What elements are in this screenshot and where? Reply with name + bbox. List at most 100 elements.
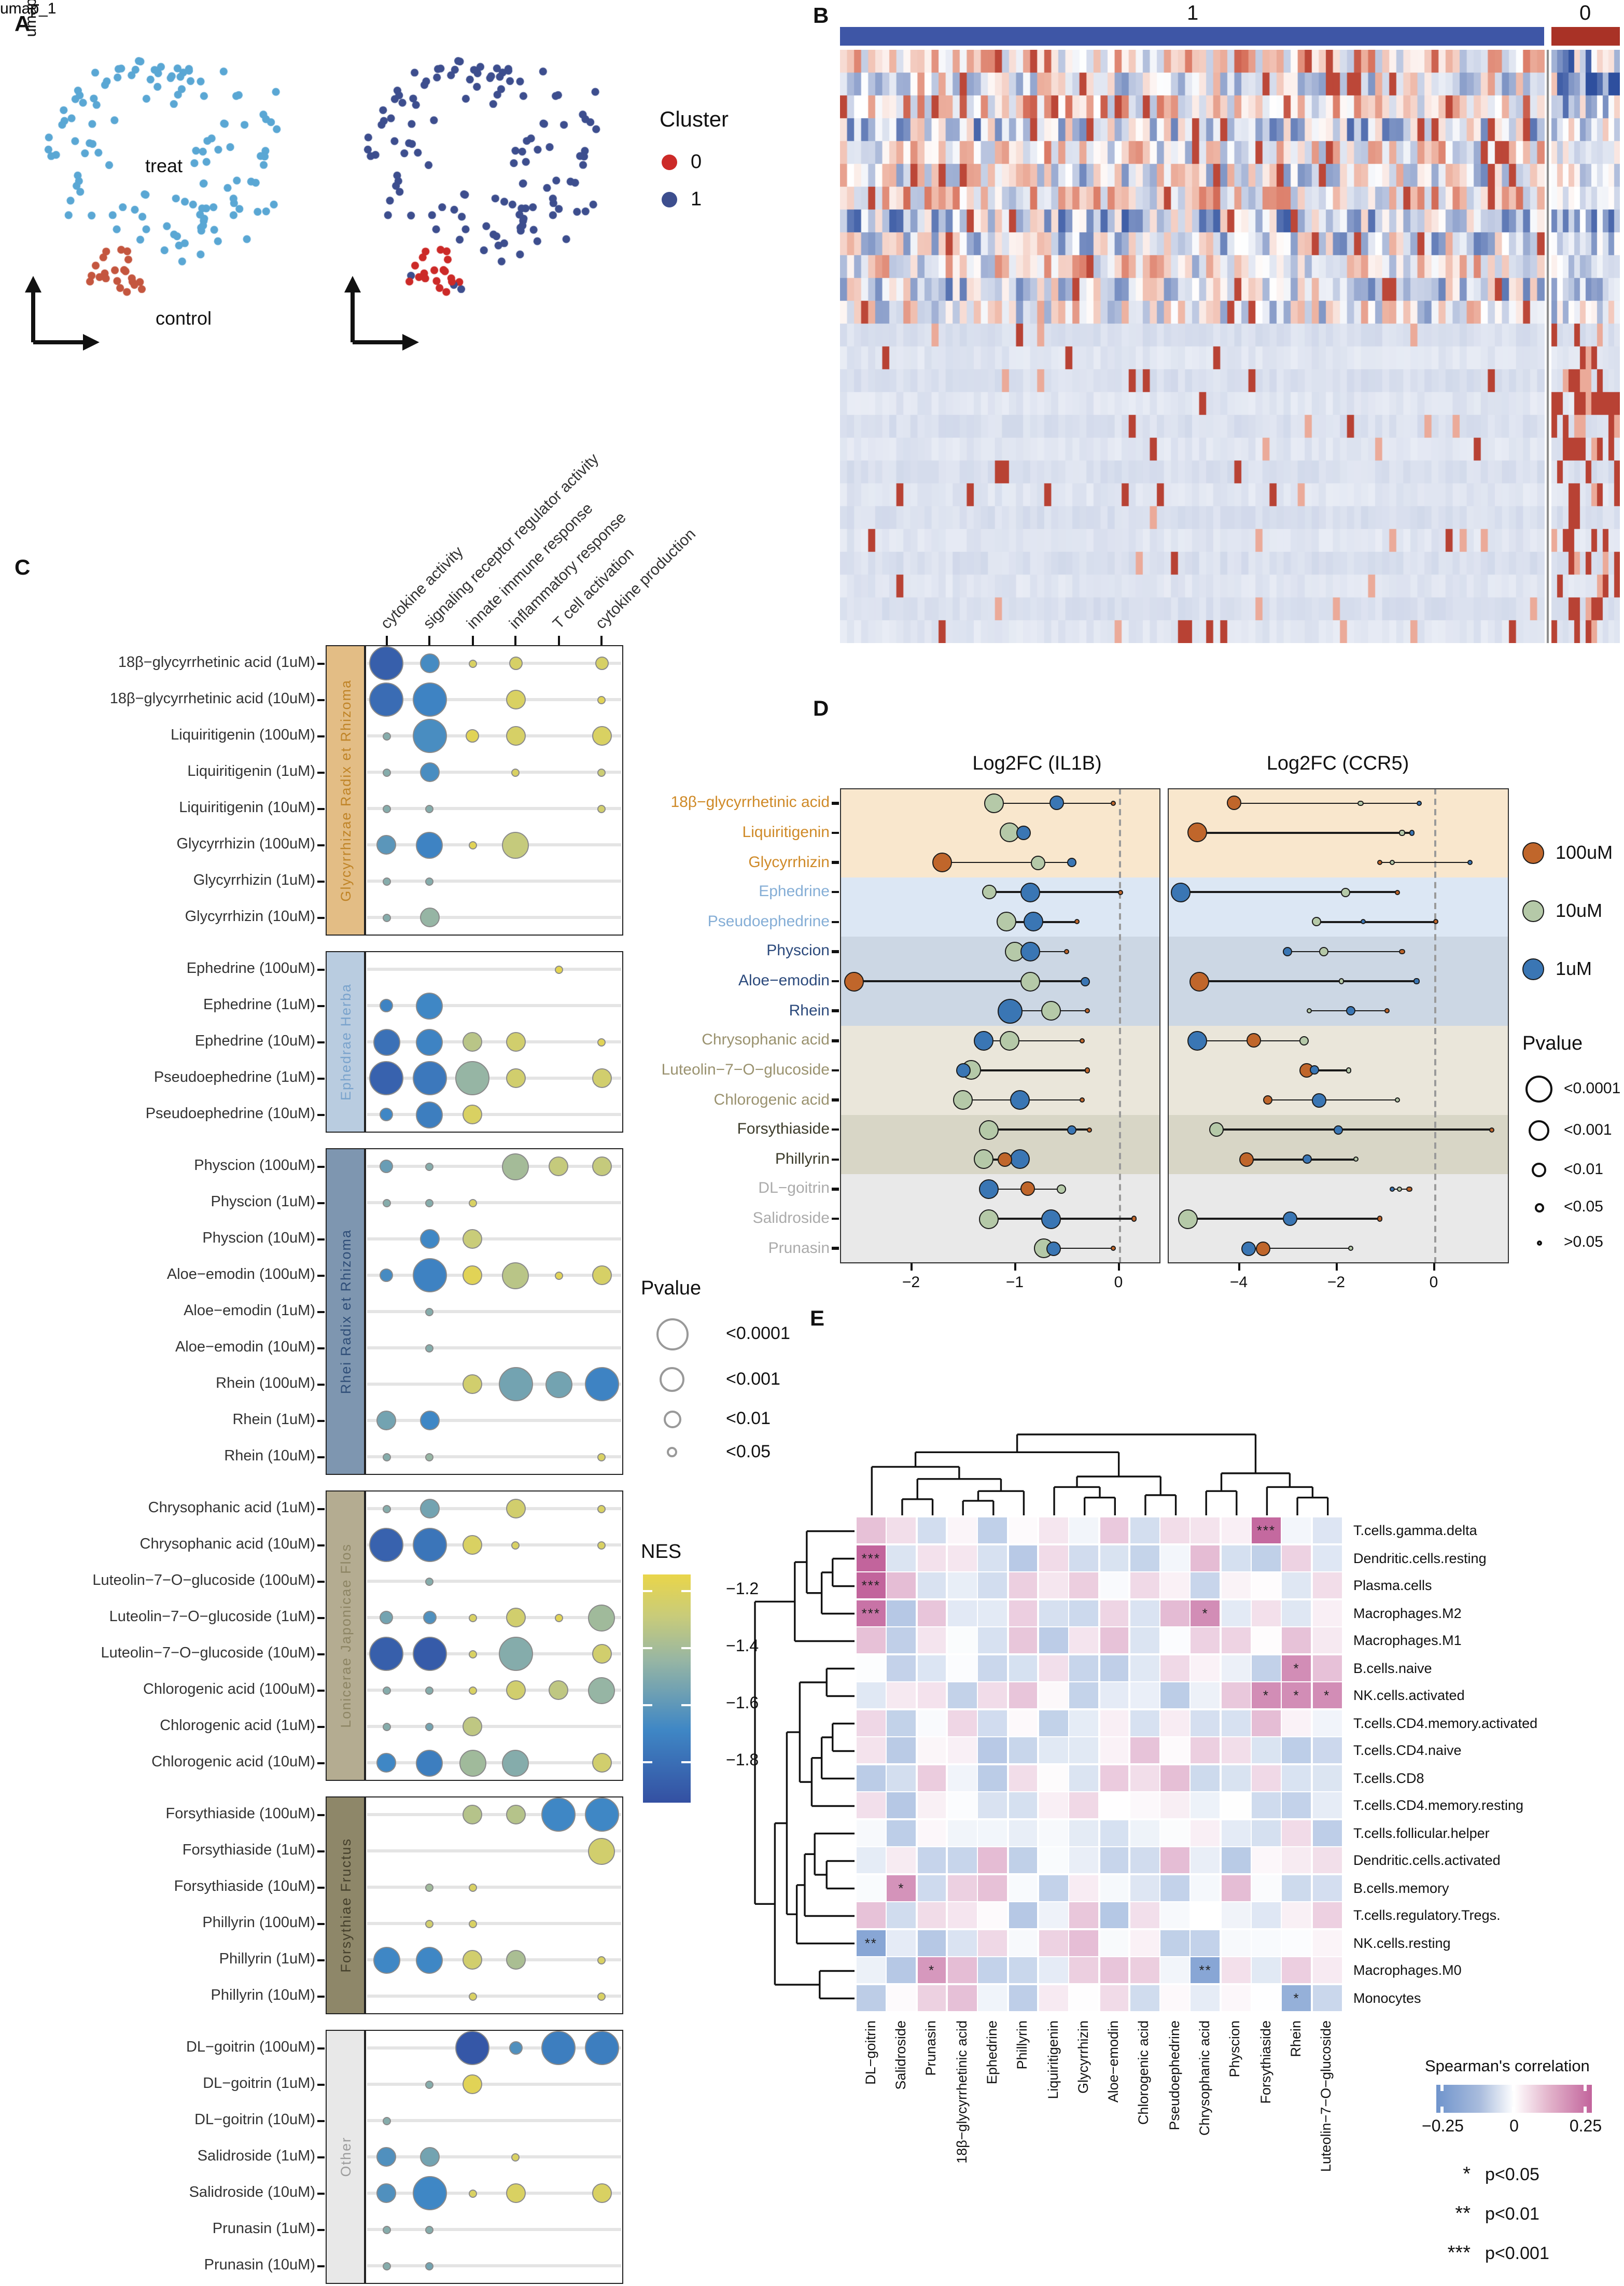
correlation-cell xyxy=(887,1655,916,1681)
correlation-cell xyxy=(1039,1930,1068,1956)
correlation-cell xyxy=(1009,1600,1038,1626)
row-guide-line xyxy=(367,1652,621,1656)
dose-dot xyxy=(1067,1125,1076,1135)
correlation-cell xyxy=(1160,1682,1189,1708)
nes-dot xyxy=(511,1541,520,1549)
correlation-cell xyxy=(917,1655,946,1681)
correlation-cell xyxy=(1160,1792,1189,1818)
column-tick xyxy=(428,636,431,645)
correlation-cell xyxy=(1009,1902,1038,1928)
lollipop-line xyxy=(984,1040,1082,1042)
correlation-cell xyxy=(947,1655,977,1681)
dose-dot xyxy=(997,912,1016,932)
row-tick xyxy=(317,1508,325,1510)
nes-dot xyxy=(419,2147,440,2167)
nes-dot xyxy=(380,1108,394,1121)
nes-dot xyxy=(588,1837,615,1864)
correlation-cell xyxy=(1160,1820,1189,1846)
correlation-cell xyxy=(1100,1710,1129,1736)
compound-label: Chrysophanic acid xyxy=(702,1031,830,1049)
row-guide-line xyxy=(367,1813,621,1817)
correlation-cell xyxy=(978,1765,1007,1791)
row-tick xyxy=(832,1128,839,1131)
compound-column-label: Liquiritigenin xyxy=(1045,2020,1061,2099)
nes-dot xyxy=(597,1504,606,1513)
nes-dot xyxy=(498,1367,533,1401)
row-guide-line xyxy=(367,2155,621,2159)
row-band xyxy=(1168,1174,1509,1205)
row-tick xyxy=(317,1077,325,1080)
significance-stars: * xyxy=(1293,1990,1300,2005)
correlation-cell xyxy=(1039,1957,1068,1983)
row-guide-line xyxy=(367,1688,621,1692)
compound-row-label: 18β−glycyrrhetinic acid (10uM) xyxy=(109,690,315,707)
dose-dot xyxy=(974,1149,993,1169)
compound-label: Chlorogenic acid xyxy=(713,1091,830,1109)
correlation-cell xyxy=(947,1765,977,1791)
correlation-cell xyxy=(857,1517,886,1543)
row-guide-line xyxy=(367,1958,621,1962)
compound-row-label: Prunasin (10uM) xyxy=(204,2256,315,2273)
row-guide-line xyxy=(367,1309,621,1314)
correlation-cell xyxy=(1221,1600,1251,1626)
nes-dot xyxy=(412,1637,447,1671)
nes-dot xyxy=(412,682,447,717)
lollipop-line xyxy=(1317,921,1436,923)
dose-dot xyxy=(1016,825,1030,840)
nes-dot xyxy=(369,646,404,680)
nes-dot xyxy=(416,1028,443,1055)
facet-strip-label: Forsythiae Fructus xyxy=(338,1838,353,1973)
pvalue-legend-d-title: Pvalue xyxy=(1522,1033,1583,1055)
row-guide-line xyxy=(367,1507,621,1511)
compound-row-label: Ephedrine (100uM) xyxy=(186,960,315,977)
correlation-cell xyxy=(1252,1847,1281,1873)
nes-tick-label: −1.6 xyxy=(726,1695,759,1712)
correlation-cell xyxy=(1130,1710,1159,1736)
correlation-cell xyxy=(1009,1930,1038,1956)
correlation-cell xyxy=(857,1820,886,1846)
nes-tick xyxy=(681,1590,691,1592)
correlation-cell xyxy=(1130,1545,1159,1571)
dose-dot xyxy=(1397,1186,1403,1192)
row-tick xyxy=(832,1247,839,1250)
column-tick xyxy=(471,636,474,645)
correlation-cell xyxy=(857,1627,886,1653)
umap1-axis-label: umap_1 xyxy=(0,0,57,18)
facet-plot xyxy=(365,1490,623,1781)
nes-dot xyxy=(416,992,443,1019)
nes-dot xyxy=(376,2147,397,2167)
correlation-cell: *** xyxy=(1252,1517,1281,1543)
correlation-cell xyxy=(1252,1875,1281,1901)
nes-dot xyxy=(382,732,391,740)
compound-label: Prunasin xyxy=(768,1239,830,1257)
dose-legend-dot xyxy=(1522,842,1544,863)
dose-dot xyxy=(1117,889,1124,895)
correlation-cell xyxy=(1160,1517,1189,1543)
dose-dot xyxy=(1319,946,1329,956)
correlation-cell xyxy=(1252,1627,1281,1653)
row-tick xyxy=(317,1165,325,1168)
compound-label: Glycyrrhizin xyxy=(748,853,830,871)
correlation-cell xyxy=(1130,1655,1159,1681)
compound-row-label: Chlorogenic acid (100uM) xyxy=(143,1681,315,1697)
correlation-cell xyxy=(1191,1627,1220,1653)
compound-column-label: 18β−glycyrrhetinic acid xyxy=(954,2020,970,2164)
correlation-cell xyxy=(1252,1902,1281,1928)
dose-dot xyxy=(1067,858,1076,868)
legend-tick xyxy=(1584,2085,1586,2091)
correlation-cell xyxy=(947,1627,977,1653)
correlation-cell xyxy=(1009,1957,1038,1983)
correlation-cell xyxy=(1069,1902,1098,1928)
dose-dot xyxy=(1063,949,1070,955)
dose-dot xyxy=(1241,1241,1256,1256)
nes-dot xyxy=(584,1797,619,1832)
correlation-cell xyxy=(1039,1710,1068,1736)
nes-dot xyxy=(380,1269,394,1282)
correlation-cell xyxy=(917,1820,946,1846)
compound-row-label: Ephedrine (10uM) xyxy=(194,1033,315,1049)
facet-strip: Lonicerae Japonicae Flos xyxy=(326,1490,365,1781)
row-guide-line xyxy=(367,1076,621,1080)
compound-row-label: Ephedrine (1uM) xyxy=(203,996,315,1013)
correlation-cell xyxy=(1100,1765,1129,1791)
nes-dot xyxy=(584,2031,619,2065)
